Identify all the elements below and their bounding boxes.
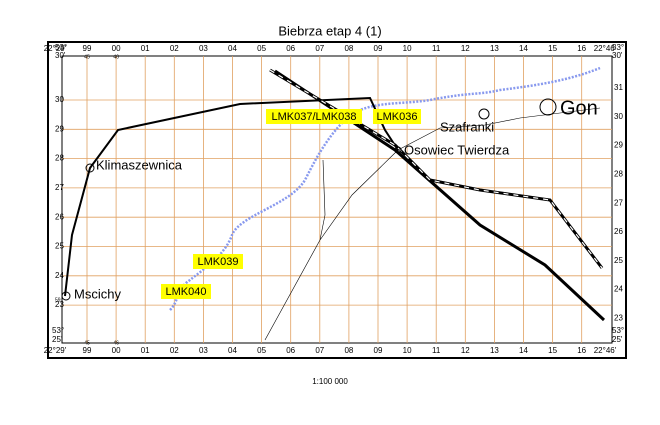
- border-label: 11: [432, 44, 441, 53]
- border-label: 09: [374, 44, 383, 53]
- border-label: 15: [548, 44, 557, 53]
- border-label: 28: [55, 154, 64, 163]
- railway-dash: [269, 69, 603, 269]
- marker-label: LMK036: [377, 111, 418, 123]
- road: [64, 96, 399, 297]
- border-label: 29: [55, 124, 64, 133]
- town-symbol: [478, 108, 490, 120]
- border-label: 11: [432, 346, 441, 355]
- border-label: 03: [199, 44, 208, 53]
- inner-frame: [61, 55, 613, 344]
- scale-label: 1:100 000: [312, 377, 348, 386]
- border-label: 13: [490, 44, 499, 53]
- marker-label: LMK037/LMK038: [272, 111, 357, 123]
- sub-label: 59: [55, 297, 61, 303]
- border-label: 23: [55, 300, 64, 309]
- sub-label: 46: [113, 54, 119, 60]
- border-label: 12: [461, 346, 470, 355]
- corner-label: 53°: [612, 326, 624, 335]
- border-label: 25: [55, 242, 64, 251]
- border-label: 14: [519, 346, 528, 355]
- border-label: 06: [286, 346, 295, 355]
- map-title: Biebrza etap 4 (1): [278, 23, 381, 38]
- border-label: 09: [374, 346, 383, 355]
- border-label: 10: [403, 44, 412, 53]
- town-symbol: [539, 98, 557, 116]
- border-label: 24: [55, 271, 64, 280]
- border-label: 23: [614, 314, 623, 323]
- border-label: 07: [315, 346, 324, 355]
- sub-label: 46: [113, 340, 119, 346]
- border-label: 29: [614, 141, 623, 150]
- town-symbol: [394, 146, 402, 154]
- marker-box: [161, 284, 211, 299]
- border-label: 05: [257, 346, 266, 355]
- border-label: 99: [83, 346, 92, 355]
- marker-label: LMK039: [198, 256, 239, 268]
- outer-frame: [47, 41, 627, 359]
- river: [169, 66, 601, 311]
- border-label: 15: [548, 346, 557, 355]
- border-label: 12: [461, 44, 470, 53]
- sub-label: 45: [84, 340, 90, 346]
- corner-label: 25': [612, 335, 623, 344]
- border-label: 01: [141, 346, 150, 355]
- border-label: 07: [315, 44, 324, 53]
- border-label: 99: [83, 44, 92, 53]
- border-label: 22°29': [44, 44, 67, 53]
- border-label: 13: [490, 346, 499, 355]
- border-label: 30: [55, 95, 64, 104]
- border-label: 26: [55, 212, 64, 221]
- border-label: 06: [286, 44, 295, 53]
- place-label: Osowiec Twierdza: [404, 142, 510, 157]
- border-label: 22°29': [44, 346, 67, 355]
- border-label: 03: [199, 346, 208, 355]
- border-label: 30: [614, 112, 623, 121]
- place-label: Gon: [560, 97, 598, 119]
- border-label: 27: [55, 183, 64, 192]
- corner-label: 30': [612, 51, 623, 60]
- border-label: 00: [112, 346, 121, 355]
- border-label: 04: [228, 44, 237, 53]
- marker-label: LMK040: [166, 286, 207, 298]
- border-label: 10: [403, 346, 412, 355]
- town-symbol: [61, 291, 71, 301]
- features: [61, 66, 606, 341]
- border-label: 04: [228, 346, 237, 355]
- border-label: 08: [344, 44, 353, 53]
- border-label: 16: [577, 346, 586, 355]
- border-label: 24: [614, 285, 623, 294]
- border-label: 02: [170, 44, 179, 53]
- border-label: 14: [519, 44, 528, 53]
- place-label: Klimaszewnica: [96, 157, 183, 172]
- marker-box: [373, 109, 421, 124]
- marker-box: [193, 254, 243, 269]
- place-label: Szafranki: [440, 119, 494, 134]
- corner-label: 53°: [612, 43, 624, 52]
- place-label: Mscichy: [74, 286, 121, 301]
- town-symbol: [85, 163, 95, 173]
- corner-label: 30': [55, 51, 66, 60]
- corner-label: 53°: [52, 326, 64, 335]
- border-label: 22°46': [594, 346, 617, 355]
- border-label: 28: [614, 170, 623, 179]
- border-label: 02: [170, 346, 179, 355]
- sub-label: 45: [84, 54, 90, 60]
- corner-label: 53°: [55, 43, 67, 52]
- border-label: 05: [257, 44, 266, 53]
- border-label: 31: [614, 83, 623, 92]
- border-label: 16: [577, 44, 586, 53]
- border-label: 01: [141, 44, 150, 53]
- border-label: 26: [614, 227, 623, 236]
- border-label: 08: [344, 346, 353, 355]
- border-label: 22°46': [594, 44, 617, 53]
- border-label: 00: [112, 44, 121, 53]
- corner-label: 25': [52, 335, 63, 344]
- border-label: 27: [614, 198, 623, 207]
- marker-box: [266, 109, 362, 124]
- border-label: 25: [614, 256, 623, 265]
